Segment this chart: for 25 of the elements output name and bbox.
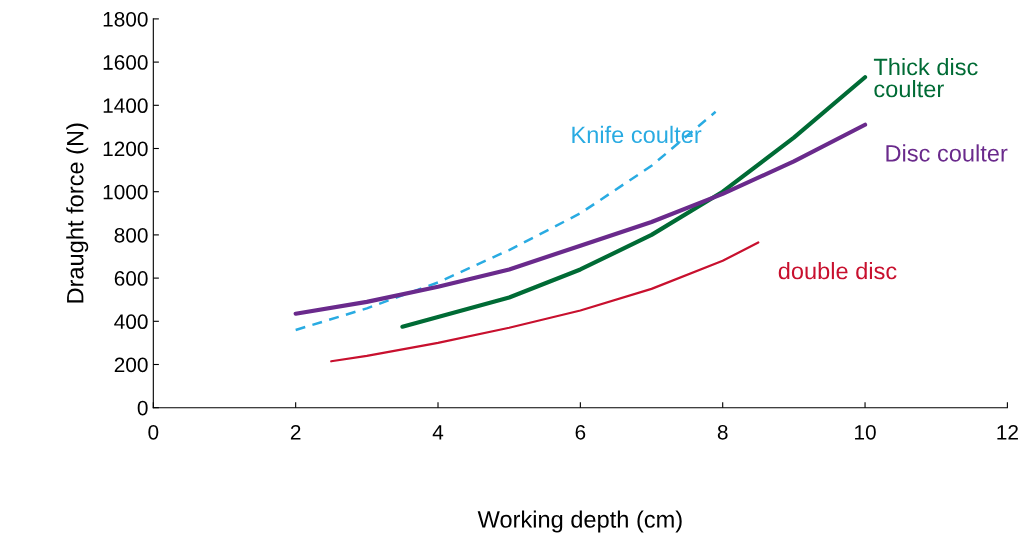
- y-tick-label: 1200: [103, 141, 148, 157]
- y-tick-label: 400: [114, 314, 148, 330]
- x-tick-label: 12: [997, 424, 1018, 440]
- x-tick-label: 8: [717, 424, 728, 440]
- x-tick-label: 4: [432, 425, 444, 440]
- series-label: Knife coulter: [572, 125, 702, 144]
- x-tick-label: 10: [855, 424, 876, 440]
- y-tick-label: 0: [137, 400, 148, 416]
- x-tick-label: 0: [148, 424, 159, 440]
- y-tick-label: 1400: [103, 98, 148, 114]
- x-axis-title: Working depth (cm): [477, 510, 682, 533]
- y-axis-title: Draught force (N): [66, 123, 89, 303]
- series-label: Disc coulter: [886, 144, 1008, 162]
- y-tick-label: 1600: [103, 55, 148, 70]
- x-tick-label: 6: [575, 424, 586, 440]
- y-tick-label: 600: [114, 271, 148, 286]
- y-tick-label: 1000: [103, 184, 148, 200]
- line-series: [330, 241, 760, 363]
- y-tick-label: 1800: [103, 11, 148, 27]
- y-tick-label: 200: [114, 357, 148, 373]
- line-series: [294, 110, 717, 332]
- x-tick-label: 2: [290, 424, 301, 440]
- series-label: double disc: [778, 262, 897, 280]
- y-tick-label: 800: [114, 227, 148, 243]
- series-label: Thick disc coulter: [873, 57, 978, 98]
